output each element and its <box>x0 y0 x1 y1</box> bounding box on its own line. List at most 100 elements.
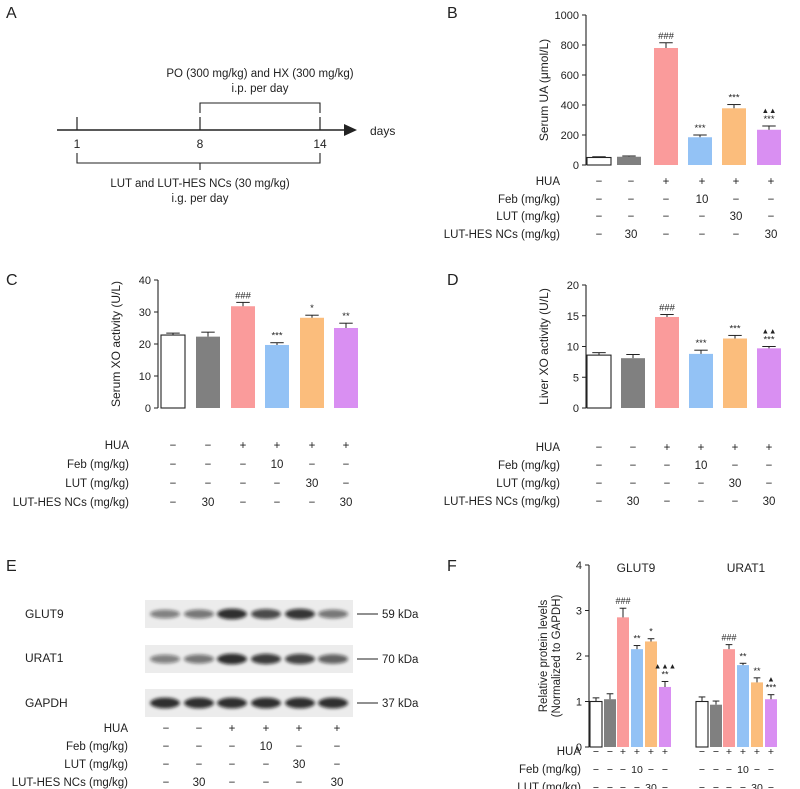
treatment-value-f: − <box>713 782 719 789</box>
treatment-value-f: − <box>726 764 732 776</box>
treatment-value-b: + <box>768 176 775 188</box>
treatment-value-f: − <box>713 746 719 758</box>
treatment-value-c: − <box>309 459 316 471</box>
bar-b <box>586 156 612 166</box>
treatment-value-f: − <box>699 746 705 758</box>
band-glut9 <box>217 608 247 620</box>
bar-f-glut9 <box>645 641 657 747</box>
significance-label-b: *** <box>763 114 774 125</box>
treatment-value-f: − <box>620 764 626 776</box>
treatment-value-c: − <box>205 440 212 452</box>
y-tick-label-f: 3 <box>576 606 582 618</box>
bar-f-glut9 <box>604 699 616 747</box>
treatment-value-d: − <box>596 460 603 472</box>
treatment-value-d: − <box>596 442 603 454</box>
y-tick-label-d: 5 <box>573 372 579 384</box>
treatment-value-f: 30 <box>645 782 657 789</box>
significance-label-d: *** <box>729 323 740 334</box>
y-tick-label-c: 0 <box>145 403 151 415</box>
bar-d <box>757 348 781 408</box>
timeline-axis-label: days <box>370 124 395 138</box>
treatment-tables: HUA − − + + + +Feb (mg/kg) − − −10− −LUT (mg/kg) − −… <box>12 176 778 789</box>
treatment-value-e: − <box>334 759 341 771</box>
treatment-label-b: HUA <box>536 176 561 188</box>
treatment-value-c: 30 <box>306 478 319 490</box>
y-tick-label-b: 1000 <box>555 10 579 22</box>
treatment-value-e: − <box>263 777 270 789</box>
treatment-value-e: − <box>263 759 270 771</box>
treatment-value-b: + <box>663 176 670 188</box>
treatment-label-c: HUA <box>105 440 130 452</box>
treatment-label-d: Feb (mg/kg) <box>498 460 560 472</box>
treatment-value-f: − <box>662 764 668 776</box>
y-tick-label-b: 400 <box>561 100 579 112</box>
treatment-value-e: − <box>163 741 170 753</box>
blot-label-urat1: URAT1 <box>25 651 64 665</box>
significance-label-c: *** <box>271 331 282 342</box>
bar-b <box>688 137 712 165</box>
treatment-value-e: − <box>334 741 341 753</box>
treatment-value-c: − <box>170 440 177 452</box>
band-glut9 <box>318 609 348 619</box>
treatment-value-d: + <box>664 442 671 454</box>
treatment-label-b: Feb (mg/kg) <box>498 194 560 206</box>
treatment-value-b: 30 <box>625 229 638 241</box>
treatment-value-b: − <box>699 211 706 223</box>
bar-c <box>160 334 186 409</box>
treatment-label-b: LUT (mg/kg) <box>496 211 560 223</box>
timeline-arrow-icon <box>344 124 357 136</box>
band-glut9 <box>285 608 315 620</box>
treatment-value-d: − <box>596 478 603 490</box>
y-tick-label-c: 10 <box>139 371 151 383</box>
treatment-value-c: − <box>274 497 281 509</box>
treatment-value-d: + <box>766 442 773 454</box>
treatment-value-f: − <box>662 782 668 789</box>
treatment-value-f: − <box>593 746 599 758</box>
treatment-value-f: + <box>648 746 654 758</box>
treatment-value-b: + <box>733 176 740 188</box>
treatment-value-b: + <box>699 176 706 188</box>
treatment-label-f: HUA <box>557 746 582 758</box>
treatment-value-e: − <box>163 777 170 789</box>
significance-label-f-glut9: ** <box>633 634 641 644</box>
treatment-value-e: + <box>334 723 341 735</box>
treatment-value-f: + <box>662 746 668 758</box>
treatment-table-b: HUA − − + + + + Feb (mg/kg) − − − 10 − − LUT (mg/kg) − −… <box>444 176 778 241</box>
series-title-glut9: GLUT9 <box>617 561 656 575</box>
treatment-value-c: − <box>343 478 350 490</box>
treatment-value-f: − <box>607 764 613 776</box>
y-tick-label-f: 1 <box>576 697 582 709</box>
treatment-value-e: − <box>229 741 236 753</box>
panel-letter-f: F <box>447 558 457 575</box>
top-bracket <box>199 102 321 113</box>
band-glut9 <box>150 609 180 619</box>
significance-label-b: ### <box>658 31 675 42</box>
treatment-value-c: − <box>240 478 247 490</box>
y-tick-label-f: 0 <box>576 742 582 754</box>
band-gapdh <box>285 697 315 709</box>
treatment-value-b: − <box>596 194 603 206</box>
y-tick-label-d: 15 <box>567 311 579 323</box>
treatment-value-c: − <box>170 478 177 490</box>
y-tick-label-b: 600 <box>561 70 579 82</box>
bar-c <box>300 317 324 408</box>
treatment-value-d: − <box>732 496 739 508</box>
treatment-value-c: − <box>240 459 247 471</box>
treatment-value-d: − <box>630 442 637 454</box>
treatment-value-e: + <box>229 723 236 735</box>
treatment-label-e: HUA <box>104 723 129 735</box>
treatment-value-b: − <box>768 211 775 223</box>
treatment-value-d: 30 <box>627 496 640 508</box>
treatment-value-f: + <box>768 746 774 758</box>
treatment-table-e: HUA − − + + + + Feb (mg/kg) − − − 10 − − LUT (mg/kg) − −… <box>12 723 344 789</box>
timeline-label-1: 1 <box>74 137 81 151</box>
treatment-value-e: − <box>196 741 203 753</box>
significance-label-d: *** <box>695 338 706 349</box>
treatment-value-f: − <box>634 782 640 789</box>
treatment-label-c: LUT-HES NCs (mg/kg) <box>13 497 129 509</box>
blot-bands <box>150 608 348 709</box>
treatment-value-b: − <box>733 194 740 206</box>
bar-b <box>654 48 678 165</box>
bar-f-urat1 <box>765 699 777 747</box>
